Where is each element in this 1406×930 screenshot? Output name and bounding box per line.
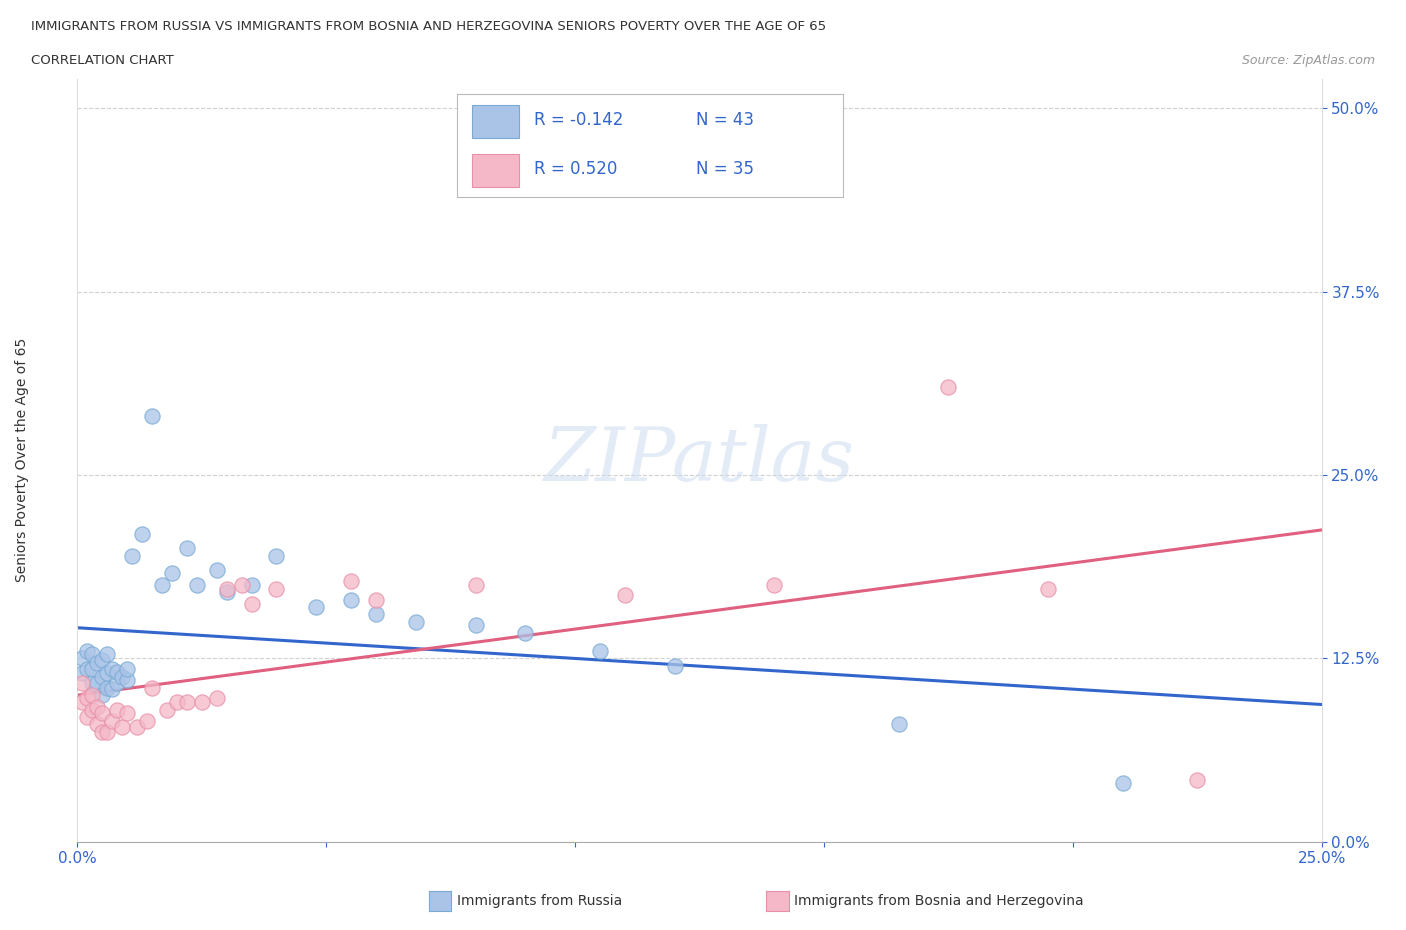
Point [82, 646, 104, 661]
Y-axis label: Seniors Poverty Over the Age of 65: Seniors Poverty Over the Age of 65 [14, 339, 28, 582]
Text: IMMIGRANTS FROM RUSSIA VS IMMIGRANTS FROM BOSNIA AND HERZEGOVINA SENIORS POVERTY: IMMIGRANTS FROM RUSSIA VS IMMIGRANTS FRO… [31, 20, 827, 33]
Point [115, 705, 138, 720]
Point [72, 666, 94, 681]
Point [240, 597, 263, 612]
Point [156, 702, 179, 717]
Point [86, 699, 108, 714]
Point [96, 646, 118, 661]
Point [1036, 582, 1059, 597]
Point [166, 695, 188, 710]
Point [101, 714, 124, 729]
Point [464, 578, 486, 592]
Point [150, 578, 173, 592]
Point [589, 644, 612, 658]
Point [121, 549, 143, 564]
Point [105, 664, 128, 679]
Point [515, 626, 537, 641]
Text: ZIPatlas: ZIPatlas [544, 424, 855, 497]
Point [105, 676, 128, 691]
Point [82, 676, 104, 691]
Point [364, 607, 387, 622]
Point [82, 687, 104, 702]
Point [91, 687, 114, 702]
Text: Source: ZipAtlas.com: Source: ZipAtlas.com [1241, 54, 1375, 67]
Point [72, 695, 94, 710]
Text: CORRELATION CHART: CORRELATION CHART [31, 54, 174, 67]
Point [72, 676, 94, 691]
Point [115, 661, 138, 676]
Point [86, 717, 108, 732]
Point [176, 541, 198, 556]
Point [1187, 773, 1209, 788]
Point [464, 618, 486, 632]
Point [76, 690, 98, 705]
Point [76, 710, 98, 724]
Point [231, 578, 253, 592]
Point [96, 680, 118, 695]
Point [76, 661, 98, 676]
Point [131, 526, 153, 541]
Point [887, 717, 910, 732]
Point [86, 656, 108, 671]
Point [101, 661, 124, 676]
Point [186, 578, 208, 592]
Point [215, 582, 238, 597]
Point [160, 565, 183, 580]
Point [105, 702, 128, 717]
Point [82, 661, 104, 676]
Point [340, 592, 363, 607]
Point [111, 670, 134, 684]
Point [613, 588, 636, 603]
Point [205, 563, 228, 578]
Point [86, 676, 108, 691]
Point [191, 695, 214, 710]
Point [141, 680, 163, 695]
Point [340, 573, 363, 588]
Point [176, 695, 198, 710]
Point [205, 690, 228, 705]
Point [101, 682, 124, 697]
Point [91, 652, 114, 667]
Point [240, 578, 263, 592]
Text: Immigrants from Bosnia and Herzegovina: Immigrants from Bosnia and Herzegovina [794, 894, 1084, 909]
Text: Immigrants from Russia: Immigrants from Russia [457, 894, 623, 909]
Point [111, 720, 134, 735]
Point [141, 409, 163, 424]
Point [664, 658, 686, 673]
Point [72, 651, 94, 666]
Point [215, 585, 238, 600]
Point [96, 666, 118, 681]
Point [125, 720, 148, 735]
Point [405, 614, 427, 629]
Point [91, 705, 114, 720]
Point [82, 702, 104, 717]
Point [305, 600, 328, 615]
Point [136, 714, 159, 729]
Point [763, 578, 786, 592]
Point [96, 724, 118, 739]
Point [266, 582, 288, 597]
Point [76, 644, 98, 658]
Point [364, 592, 387, 607]
Point [1111, 776, 1133, 790]
Point [115, 673, 138, 688]
Point [91, 670, 114, 684]
Point [91, 724, 114, 739]
Point [266, 549, 288, 564]
Point [938, 379, 960, 394]
